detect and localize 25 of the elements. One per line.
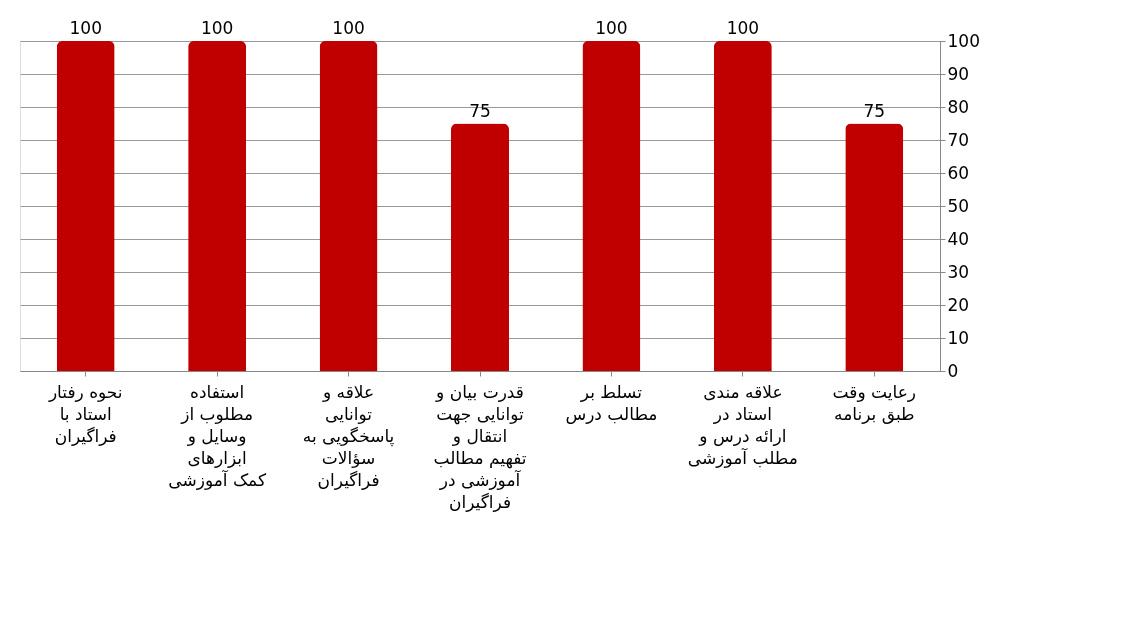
data-label: 75	[863, 100, 886, 121]
y-tick-label: 100	[947, 30, 980, 51]
data-label: 75	[469, 100, 491, 121]
y-tick-label: 60	[947, 162, 970, 183]
data-label: 100	[69, 18, 102, 38]
data-label: 100	[726, 18, 760, 38]
x-tick-label: رعایت وقت طبق برنامه	[832, 381, 916, 424]
data-label: 100	[595, 18, 628, 38]
x-tick-label: تسلط بر مطالب درس	[565, 381, 658, 424]
x-tick-label: نحوه رفتار استاد با فراگیران	[47, 381, 123, 446]
y-tick-label: 40	[947, 228, 970, 249]
y-tick-label: 30	[947, 261, 970, 282]
data-label: 100	[200, 18, 234, 38]
x-tick-label: علاقه و توانایی پاسخگویی به سؤالات فراگیران	[302, 381, 395, 490]
y-tick-label: 10	[947, 327, 970, 348]
y-tick-label: 0	[947, 360, 959, 381]
y-tick-label: 90	[947, 63, 970, 84]
data-label: 100	[332, 18, 365, 38]
y-tick-label: 20	[947, 294, 970, 315]
y-tick-label: 50	[947, 195, 970, 216]
x-tick-label: قدرت بیان و توانایی جهت انتقال و تفهیم مطالب آموزشی در فراگیران	[433, 381, 527, 512]
x-tick-label: استفاده مطلوب از وسایل و ابزارهای کمک آموزشی	[168, 381, 267, 490]
y-tick-label: 80	[947, 96, 970, 117]
x-tick-label: علاقه مندی استاد در ارائه درس و مطلب آموزشی	[687, 381, 798, 468]
y-tick-label: 70	[947, 129, 970, 150]
